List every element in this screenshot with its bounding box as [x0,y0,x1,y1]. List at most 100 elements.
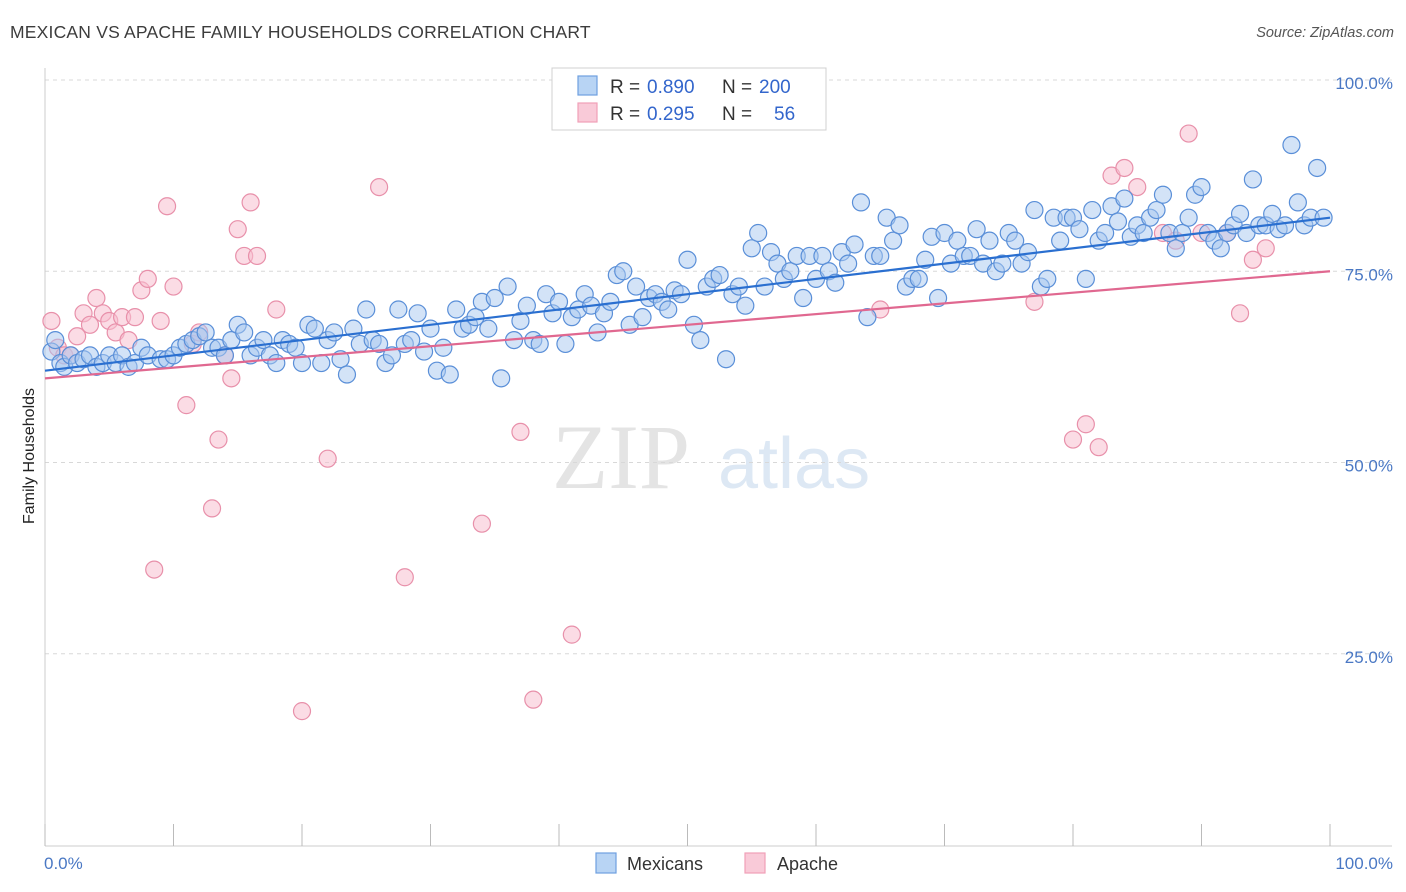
mexicans-point [678,250,697,269]
apache-point [1115,158,1134,178]
mexicans-point [196,323,215,342]
legend-n-value-apache: 56 [774,104,795,125]
apache-point [395,568,414,587]
mexicans-point [1147,200,1166,220]
apache-point [1076,415,1095,434]
apache-point [1128,178,1147,197]
mexicans-point [1173,223,1192,243]
bottom-legend-label-apache: Apache [777,854,838,874]
trend-lines [44,216,1331,380]
apache-point [80,315,100,334]
mexicans-point [980,231,999,250]
mexicans-point [1051,231,1070,250]
mexicans-point [492,369,511,388]
mexicans-point [845,235,864,254]
mexicans-point [794,288,813,308]
y-tick-label: 100.0% [1335,74,1393,93]
apache-point [87,288,106,308]
mexicans-point [826,273,845,292]
apache-point [267,300,286,319]
apache-point [145,560,164,579]
mexicans-point [337,365,357,384]
mexicans-point [389,300,408,319]
mexicans-point [736,296,755,315]
mexicans-trend-line [44,216,1331,372]
legend-swatch-apache [577,102,598,123]
mexicans-point [716,350,736,369]
apache-point [1243,250,1263,269]
mexicans-point [434,338,453,357]
mexicans-point [479,319,498,338]
y-tick-label: 50.0% [1345,457,1393,476]
mexicans-point [1006,231,1025,250]
legend-n-value-mexicans: 200 [759,77,791,98]
apache-point [228,220,247,239]
legend-r-label-mexicans: R = [610,77,640,98]
mexicans-point [267,353,286,373]
mexicans-point [890,216,909,235]
mexicans-point [614,262,633,281]
mexicans-point [305,319,324,338]
apache-point [318,449,337,468]
mexicans-point [440,365,459,384]
axes [44,68,1392,847]
mexicans-point [312,353,331,373]
mexicans-point [1115,189,1134,208]
mexicans-point [511,311,530,331]
legend-r-value-mexicans: 0.890 [647,77,695,98]
y-axis-title: Family Households [21,388,38,524]
mexicans-point [691,331,710,350]
bottom-legend-label-mexicans: Mexicans [627,854,703,874]
chart-title: MEXICAN VS APACHE FAMILY HOUSEHOLDS CORR… [10,22,591,42]
mexicans-point [633,308,652,327]
mexicans-point [1192,178,1211,197]
mexicans-point [447,300,466,319]
apache-trend-line [44,270,1331,380]
mexicans-point [408,304,427,323]
apache-point [241,193,260,212]
mexicans-point [1108,212,1128,231]
apache-point [1256,239,1275,258]
bottom-legend-swatch-mexicans [595,852,617,874]
apache-point [151,311,170,331]
apache-point [1179,124,1198,143]
mexicans-point [1025,200,1044,220]
legend-n-label-apache: N = [722,104,752,125]
apache-point [209,430,228,449]
mexicans-point [325,323,344,342]
apache-point [524,690,543,709]
mexicans-point [1275,216,1295,235]
mexicans-point [382,346,402,365]
apache-point [511,422,530,441]
mexicans-point [1243,170,1263,189]
mexicans-point [710,265,729,285]
mexicans-point [556,334,575,354]
mexicans-point [357,300,376,319]
apache-point [1025,292,1044,311]
mexicans-series [42,135,1333,388]
apache-point [247,246,267,266]
mexicans-point [858,308,877,327]
x-tick-label: 0.0% [44,854,83,873]
mexicans-point [235,323,254,342]
mexicans-point [485,288,504,308]
mexicans-point [851,193,871,212]
legend-box [551,67,827,131]
apache-point [370,178,389,197]
mexicans-point [370,334,389,354]
mexicans-point [1230,204,1250,223]
mexicans-point [1070,220,1089,239]
apache-point [1089,438,1108,457]
mexicans-point [909,269,928,288]
mexicans-point [1179,208,1198,227]
mexicans-point [292,353,312,373]
x-tick-label: 100.0% [1335,854,1393,873]
mexicans-point [626,277,646,296]
chart-source: Source: ZipAtlas.com [1256,25,1394,41]
mexicans-point [813,246,832,266]
apache-point [292,702,312,721]
apache-point [177,396,196,415]
apache-point [42,311,61,331]
mexicans-point [1308,158,1327,178]
mexicans-point [781,262,800,281]
